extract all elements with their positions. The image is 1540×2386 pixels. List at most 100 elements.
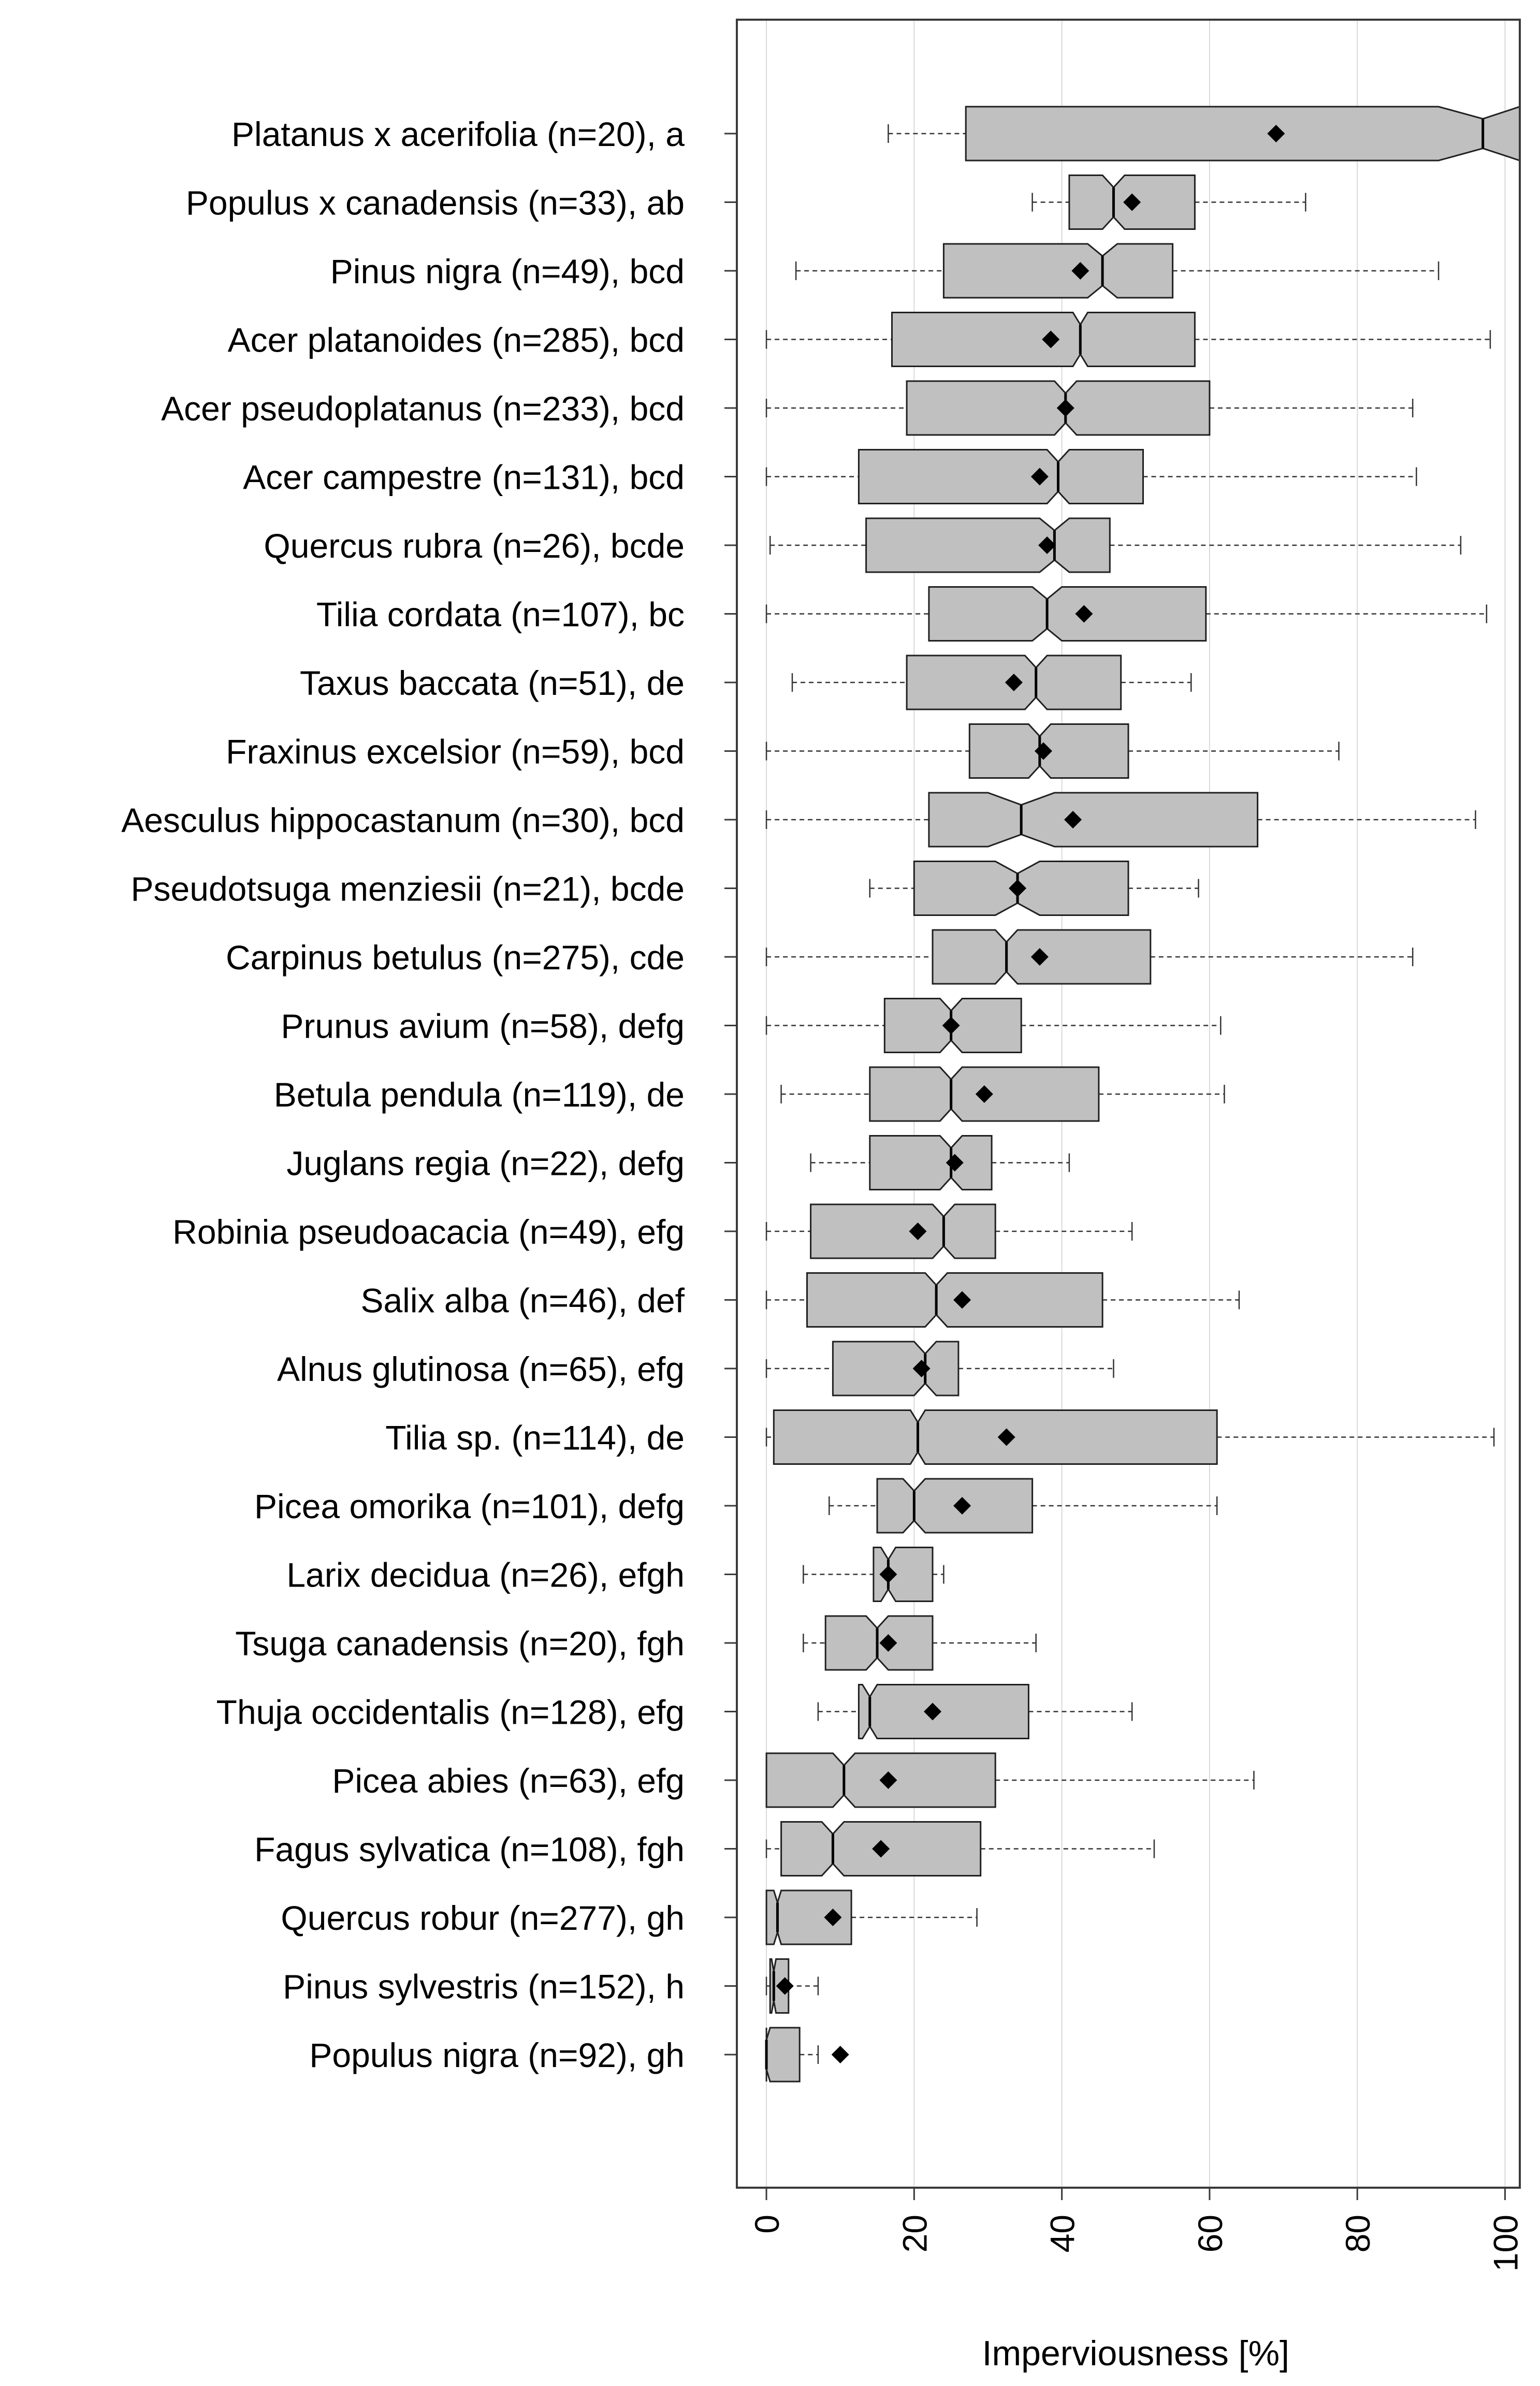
mean-marker	[909, 1223, 927, 1240]
box-row	[803, 1615, 1037, 1671]
mean-marker	[1123, 193, 1141, 211]
mean-marker	[997, 1428, 1015, 1446]
mean-marker	[924, 1703, 941, 1721]
category-label: Tilia sp. (n=114), de	[385, 1419, 685, 1457]
category-label: Fagus sylvatica (n=108), fgh	[254, 1830, 685, 1869]
notched-box	[865, 517, 1111, 573]
box-row	[765, 449, 1417, 504]
category-label: Tilia cordata (n=107), bc	[316, 595, 685, 634]
box-row	[769, 517, 1462, 573]
category-label: Picea omorika (n=101), defg	[254, 1487, 685, 1525]
mean-marker	[942, 1016, 960, 1035]
box-row	[765, 1889, 978, 1945]
box-row	[765, 792, 1476, 848]
mean-marker	[1030, 948, 1049, 966]
mean-marker	[1071, 262, 1089, 280]
box-row	[791, 654, 1192, 710]
x-axis: 0 20 40 60 80 100	[748, 2188, 1524, 2272]
notched-box	[810, 1203, 996, 1259]
notched-box	[824, 1615, 934, 1671]
mean-marker	[776, 1977, 794, 1995]
mean-marker	[824, 1909, 842, 1926]
box-row	[765, 1341, 1114, 1396]
mean-marker	[1030, 468, 1049, 486]
category-labels: Platanus x acerifolia (n=20), a Populus x…	[121, 115, 737, 2074]
box-row	[765, 380, 1414, 436]
mean-marker	[879, 1634, 897, 1652]
notched-box	[832, 1341, 960, 1396]
notched-box	[928, 792, 1259, 848]
box-row	[765, 929, 1414, 985]
box-row	[888, 105, 1521, 162]
category-label: Pinus nigra (n=49), bcd	[330, 252, 685, 290]
notched-box	[765, 1889, 852, 1945]
category-label: Acer campestre (n=131), bcd	[243, 458, 685, 497]
notched-box	[858, 1684, 1029, 1739]
mean-marker	[912, 1360, 931, 1377]
notched-box	[858, 449, 1144, 504]
mean-marker	[831, 2046, 849, 2063]
box-row	[765, 1821, 1155, 1876]
box-row	[803, 1547, 945, 1602]
notched-box	[869, 1135, 993, 1190]
x-tick-label: 0	[748, 2215, 786, 2234]
box-row	[765, 2027, 849, 2083]
category-label: Picea abies (n=63), efg	[332, 1762, 685, 1800]
x-tick-label: 20	[895, 2215, 934, 2252]
box-row	[765, 723, 1340, 779]
mean-marker	[879, 1565, 897, 1583]
mean-marker	[1056, 399, 1074, 417]
category-label: Robinia pseudoacacia (n=49), efg	[172, 1213, 685, 1251]
category-label: Acer pseudoplatanus (n=233), bcd	[161, 389, 685, 428]
box-row	[829, 1478, 1218, 1534]
box-row	[765, 586, 1488, 642]
x-tick-label: 40	[1043, 2215, 1082, 2252]
mean-marker	[1075, 605, 1093, 623]
x-tick-label: 60	[1191, 2215, 1229, 2252]
mean-marker	[879, 1771, 897, 1789]
category-label: Taxus baccata (n=51), de	[300, 664, 685, 702]
box-row	[765, 1958, 819, 2014]
box-row	[765, 1752, 1255, 1808]
box-series	[765, 105, 1521, 2083]
box-row	[795, 243, 1440, 299]
box-row	[810, 1135, 1070, 1190]
category-label: Tsuga canadensis (n=20), fgh	[235, 1624, 685, 1663]
category-label: Aesculus hippocastanum (n=30), bcd	[121, 801, 685, 839]
mean-marker	[1042, 330, 1060, 348]
mean-marker	[953, 1497, 971, 1515]
mean-marker	[1064, 811, 1082, 828]
notched-box	[773, 1409, 1218, 1465]
category-label: Pseudotsuga menziesii (n=21), bcde	[131, 870, 685, 908]
box-row	[1031, 174, 1306, 230]
notched-box	[765, 2027, 801, 2083]
box-row	[780, 1066, 1225, 1122]
notched-box	[965, 105, 1521, 162]
mean-marker	[872, 1840, 890, 1858]
mean-marker	[1034, 742, 1052, 760]
notched-box	[928, 586, 1207, 642]
notched-box	[942, 243, 1174, 299]
category-label: Carpinus betulus (n=275), cde	[226, 938, 685, 977]
category-label: Salix alba (n=46), def	[360, 1282, 685, 1320]
mean-marker	[1267, 125, 1285, 142]
category-label: Betula pendula (n=119), de	[274, 1075, 685, 1114]
mean-marker	[953, 1291, 971, 1309]
category-label: Thuja occidentalis (n=128), efg	[216, 1693, 685, 1732]
mean-marker	[1005, 674, 1023, 691]
box-row	[765, 1203, 1133, 1259]
category-label: Quercus rubra (n=26), bcde	[264, 527, 685, 565]
category-label: Juglans regia (n=22), defg	[286, 1144, 685, 1183]
box-row	[765, 312, 1491, 367]
plot-frame	[736, 19, 1521, 2189]
mean-marker	[946, 1154, 964, 1172]
category-label: Alnus glutinosa (n=65), efg	[277, 1350, 685, 1388]
x-tick-label: 80	[1339, 2215, 1377, 2252]
category-label: Quercus robur (n=277), gh	[281, 1899, 685, 1937]
mean-marker	[975, 1085, 993, 1103]
box-row	[869, 861, 1199, 916]
category-label: Populus nigra (n=92), gh	[309, 2036, 685, 2074]
category-label: Fraxinus excelsior (n=59), bcd	[226, 733, 685, 771]
box-row	[817, 1684, 1133, 1739]
